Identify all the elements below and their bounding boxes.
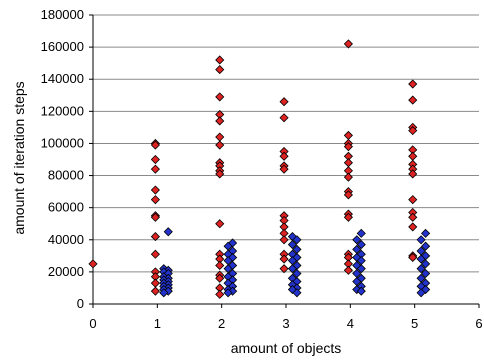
red-diamond-point <box>150 140 160 150</box>
y-tick-label: 0 <box>77 296 84 311</box>
red-diamond-point <box>215 55 225 65</box>
y-tick-label: 80000 <box>48 168 84 183</box>
red-diamond-point <box>408 252 418 263</box>
red-diamond-point <box>408 126 418 136</box>
red-diamond-point <box>215 169 225 179</box>
blue-diamond-point <box>159 288 169 298</box>
y-tick-label: 40000 <box>48 232 84 247</box>
y-tick-label: 100000 <box>41 135 84 150</box>
blue-diamond-point <box>421 241 431 251</box>
blue-diamond-point <box>421 228 431 238</box>
y-axis-title: amount of iteration steps <box>11 81 27 234</box>
red-diamond-point <box>150 164 160 174</box>
red-diamond-point <box>279 113 289 123</box>
blue-diamond-point <box>416 264 426 274</box>
blue-diamond-point <box>163 227 173 237</box>
red-diamond-point <box>150 212 160 222</box>
y-tick-label: 20000 <box>48 264 84 279</box>
red-diamond-point <box>150 232 160 242</box>
y-tick-label: 60000 <box>48 200 84 215</box>
y-tick-label: 120000 <box>41 103 84 118</box>
data-points <box>88 39 431 299</box>
y-tick-label: 160000 <box>41 39 84 54</box>
blue-diamond-point <box>356 286 366 296</box>
blue-diamond-point <box>223 288 233 298</box>
x-axis-title: amount of objects <box>231 340 342 356</box>
blue-diamond-point <box>421 259 431 269</box>
blue-diamond-point <box>356 228 366 238</box>
blue-diamond-point <box>356 264 366 274</box>
red-diamond-point <box>343 158 353 168</box>
blue-diamond-point <box>287 240 297 250</box>
red-diamond-point <box>343 142 353 152</box>
red-diamond-point <box>408 151 418 161</box>
red-diamond-point <box>215 273 225 283</box>
blue-diamond-point <box>416 254 426 264</box>
blue-diamond-point <box>421 268 431 279</box>
red-diamond-point <box>343 172 353 182</box>
red-diamond-point <box>150 195 160 205</box>
red-diamond-point <box>215 116 225 126</box>
red-diamond-point <box>150 249 160 259</box>
blue-diamond-point <box>292 235 302 245</box>
red-diamond-point <box>343 190 353 200</box>
red-diamond-point <box>215 260 225 271</box>
blue-diamond-point <box>356 240 366 250</box>
x-tick-label: 3 <box>282 316 289 331</box>
red-diamond-point <box>343 212 353 222</box>
red-diamond-point <box>408 195 418 205</box>
red-diamond-point <box>279 264 289 274</box>
red-diamond-point <box>279 97 289 107</box>
x-tick-label: 1 <box>154 316 161 331</box>
tick-labels: 0 20000 40000 60000 80000 100000 120000 140000 1… <box>41 7 483 331</box>
x-tick-label: 4 <box>347 316 354 331</box>
red-diamond-point <box>150 185 160 195</box>
blue-diamond-point <box>287 264 297 274</box>
red-diamond-point <box>408 169 418 179</box>
blue-diamond-point <box>416 235 426 245</box>
red-diamond-point <box>408 95 418 105</box>
red-diamond-point <box>215 140 225 150</box>
red-diamond-point <box>343 130 353 140</box>
x-tick-label: 5 <box>411 316 418 331</box>
red-diamond-point <box>408 212 418 222</box>
red-diamond-point <box>215 92 225 102</box>
red-diamond-point <box>408 222 418 232</box>
red-diamond-point <box>343 39 353 49</box>
red-diamond-point <box>279 235 289 245</box>
x-tick-label: 6 <box>475 316 482 331</box>
y-tick-label: 180000 <box>41 7 84 22</box>
red-diamond-point <box>343 265 353 275</box>
blue-diamond-point <box>352 235 362 245</box>
red-diamond-point <box>279 151 289 161</box>
red-diamond-point <box>279 254 289 264</box>
red-diamond-point <box>215 132 225 142</box>
y-tick-label: 140000 <box>41 71 84 86</box>
red-diamond-point <box>408 79 418 89</box>
blue-diamond-point <box>292 288 302 298</box>
blue-diamond-point <box>416 288 426 298</box>
red-diamond-point <box>279 164 289 174</box>
red-diamond-point <box>150 278 160 288</box>
red-diamond-point <box>150 154 160 165</box>
red-diamond-point <box>88 259 98 269</box>
red-diamond-point <box>215 289 225 299</box>
x-tick-label: 2 <box>218 316 225 331</box>
red-diamond-point <box>215 219 225 229</box>
axes <box>89 14 480 308</box>
x-tick-label: 0 <box>89 316 96 331</box>
red-diamond-point <box>215 65 225 75</box>
red-diamond-point <box>150 286 160 296</box>
